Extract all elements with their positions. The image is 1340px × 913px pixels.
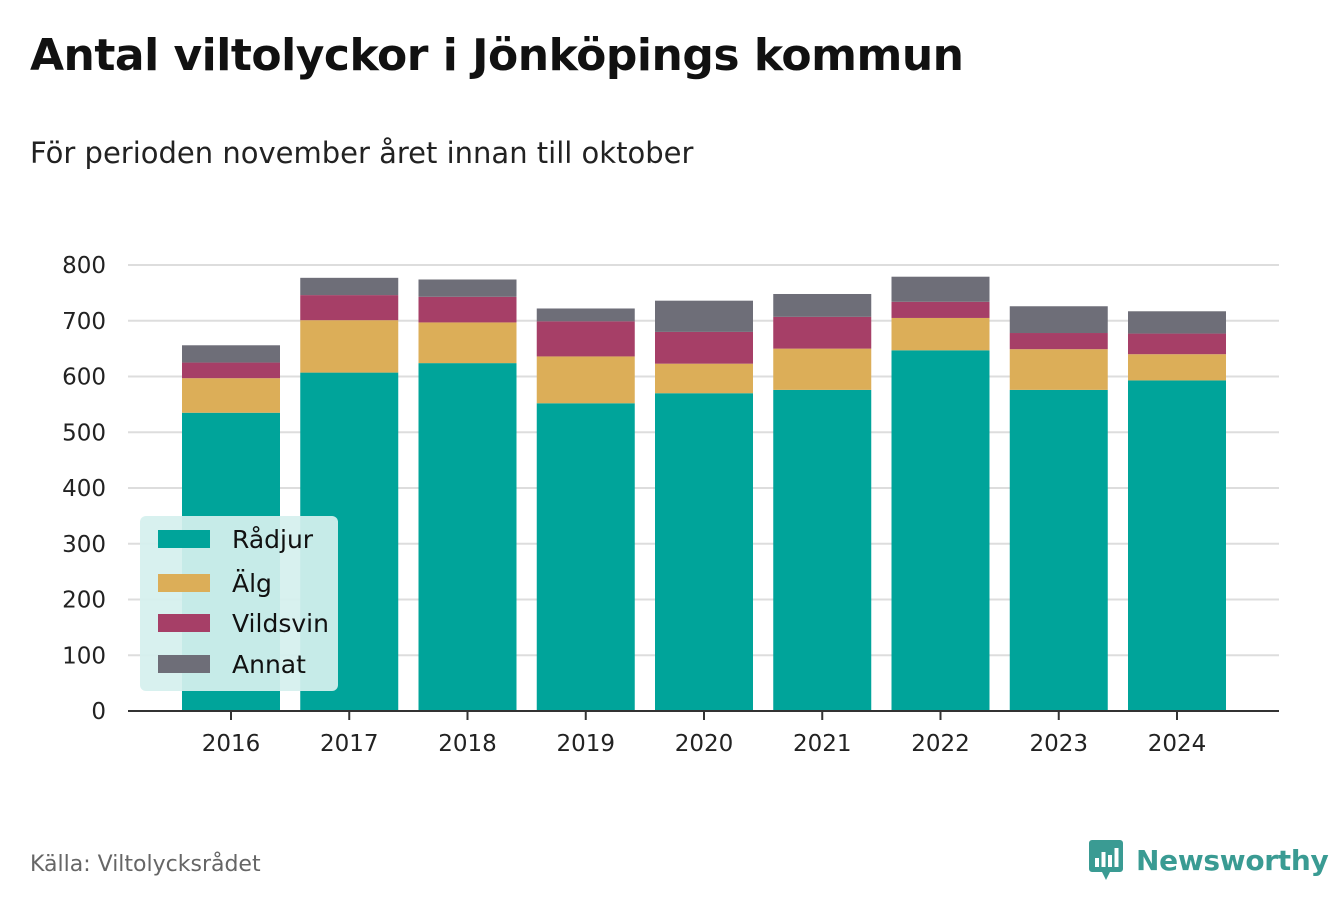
x-tick-label: 2018 [438,731,497,757]
legend-swatch-alg [158,574,210,592]
bar-segment-vildsvin-2016 [182,362,280,379]
legend-item-alg: Älg [158,568,272,598]
chart-title: Antal viltolyckor i Jönköpings kommun [30,30,964,81]
brand-logo-link[interactable]: Newsworthy [1088,838,1329,882]
legend-item-vildsvin: Vildsvin [158,608,329,638]
x-tick-label: 2024 [1148,731,1207,757]
bar-segment-älg-2021 [773,348,872,390]
bar-segment-annat-2023 [1009,306,1108,334]
bar-segment-älg-2022 [891,317,990,351]
bar-segment-annat-2017 [300,277,399,296]
legend-label-vildsvin: Vildsvin [232,608,329,638]
y-tick-label: 500 [62,420,106,446]
newsworthy-logo-icon [1089,840,1123,880]
legend-label-radjur: Rådjur [232,524,314,554]
bar-segment-vildsvin-2023 [1009,333,1108,350]
x-tick-label: 2023 [1029,731,1088,757]
bar-segment-älg-2017 [300,320,399,373]
x-tick-label: 2022 [911,731,970,757]
bar-segment-älg-2018 [418,322,517,364]
bar-segment-rådjur-2021 [773,389,872,711]
y-tick-label: 100 [62,643,106,669]
legend-swatch-vildsvin [158,614,210,632]
y-tick-label: 800 [62,253,106,279]
x-tick-label: 2016 [202,731,261,757]
bar-segment-vildsvin-2019 [536,321,635,357]
bar-segment-vildsvin-2022 [891,301,990,318]
x-tick-label: 2020 [675,731,734,757]
legend-item-radjur: Rådjur [158,524,313,554]
bar-segment-vildsvin-2020 [655,331,753,364]
y-tick-label: 300 [62,532,106,558]
bar-segment-älg-2023 [1009,349,1108,390]
bar-segment-vildsvin-2024 [1128,333,1226,355]
x-tick-label: 2021 [793,731,852,757]
y-tick-label: 400 [62,476,106,502]
y-tick-label: 0 [91,699,106,725]
chart-subtitle: För perioden november året innan till ok… [30,136,694,170]
bar-segment-älg-2019 [536,356,635,404]
x-tick-label: 2017 [320,731,379,757]
y-tick-label: 200 [62,588,106,614]
bar-segment-vildsvin-2021 [773,316,872,349]
bar-segment-rådjur-2019 [536,403,635,711]
bar-segment-annat-2020 [655,300,753,332]
bar-segment-annat-2022 [891,276,990,302]
bar-segment-vildsvin-2017 [300,295,399,321]
source-note: Källa: Viltolycksrådet [30,852,261,877]
bar-segment-rådjur-2022 [891,350,990,711]
bar-segment-älg-2024 [1128,354,1226,381]
bar-segment-vildsvin-2018 [418,296,517,323]
chart-legend: Rådjur Älg Vildsvin Annat [140,516,338,691]
legend-label-annat: Annat [232,649,306,679]
bar-segment-rådjur-2024 [1128,380,1226,711]
bar-segment-älg-2016 [182,378,280,413]
legend-item-annat: Annat [158,649,306,679]
bar-segment-annat-2024 [1128,311,1226,334]
bar-segment-annat-2019 [536,308,635,322]
x-tick-label: 2019 [556,731,615,757]
bar-segment-annat-2018 [418,279,517,297]
bar-segment-annat-2016 [182,345,280,363]
bar-segment-älg-2020 [655,363,753,394]
legend-label-alg: Älg [232,568,272,598]
legend-swatch-annat [158,655,210,673]
y-tick-label: 600 [62,365,106,391]
bar-segment-annat-2021 [773,293,872,317]
legend-swatch-radjur [158,530,210,548]
bar-segment-rådjur-2023 [1009,389,1108,711]
brand-name: Newsworthy [1136,843,1329,877]
y-tick-label: 700 [62,309,106,335]
bar-segment-rådjur-2020 [655,393,753,711]
bar-segment-rådjur-2018 [418,363,517,711]
